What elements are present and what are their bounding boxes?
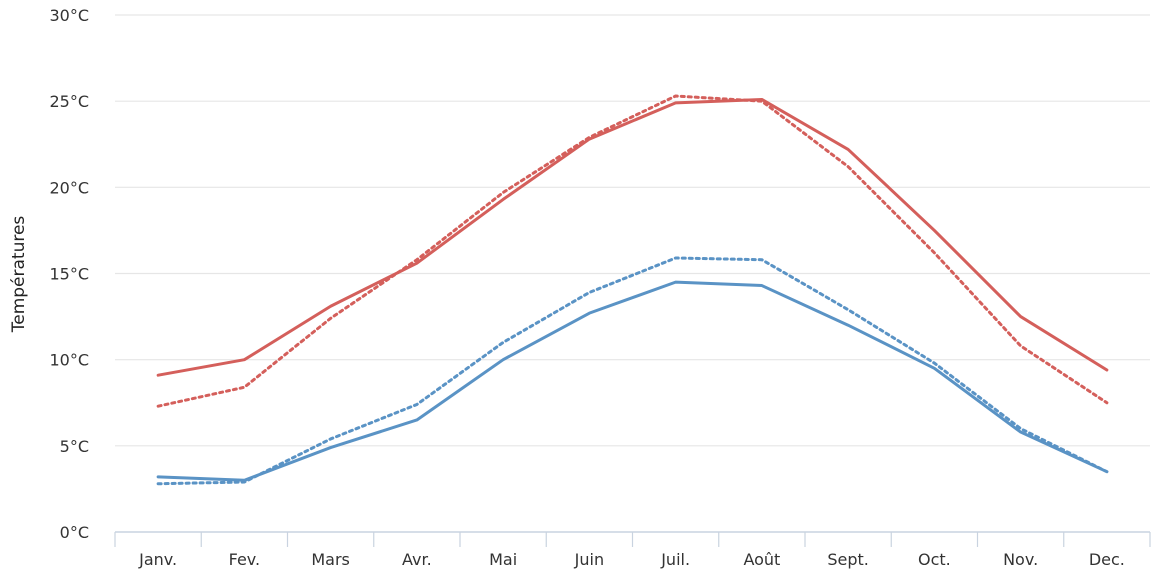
label-layer: Températures 0°C 5°C 10°C 15°C 20°C 25°C 30°C J… (9, 6, 1125, 569)
series-line-3-solid (156, 280, 1109, 482)
x-tick-label: Oct. (918, 550, 951, 569)
x-tick-label: Nov. (1003, 550, 1038, 569)
y-tick-label: 20°C (49, 178, 89, 197)
y-axis-title: Températures (9, 216, 29, 334)
x-tick-label: Dec. (1089, 550, 1125, 569)
x-tick-label: Janv. (138, 550, 177, 569)
x-tick-label: Mars (311, 550, 350, 569)
series-line-4-dotted (156, 256, 1109, 486)
y-tick-label: 30°C (49, 6, 89, 25)
y-tick-label: 15°C (49, 265, 89, 284)
x-tick-label: Mai (489, 550, 517, 569)
y-tick-label: 0°C (60, 523, 89, 542)
series-line-2-dotted (156, 94, 1109, 408)
x-tick-label: Juin (574, 550, 604, 569)
y-tick-label: 10°C (49, 351, 89, 370)
grid-layer (115, 14, 1150, 447)
x-tick-label: Août (743, 550, 780, 569)
series-layer (156, 94, 1109, 486)
y-tick-label: 5°C (60, 437, 89, 456)
x-tick-label: Juil. (660, 550, 690, 569)
series-line-1-solid (156, 97, 1109, 377)
axis-layer (114, 531, 1151, 547)
y-tick-label: 25°C (49, 92, 89, 111)
x-tick-label: Sept. (827, 550, 869, 569)
x-tick-label: Avr. (402, 550, 432, 569)
x-tick-label: Fev. (229, 550, 260, 569)
